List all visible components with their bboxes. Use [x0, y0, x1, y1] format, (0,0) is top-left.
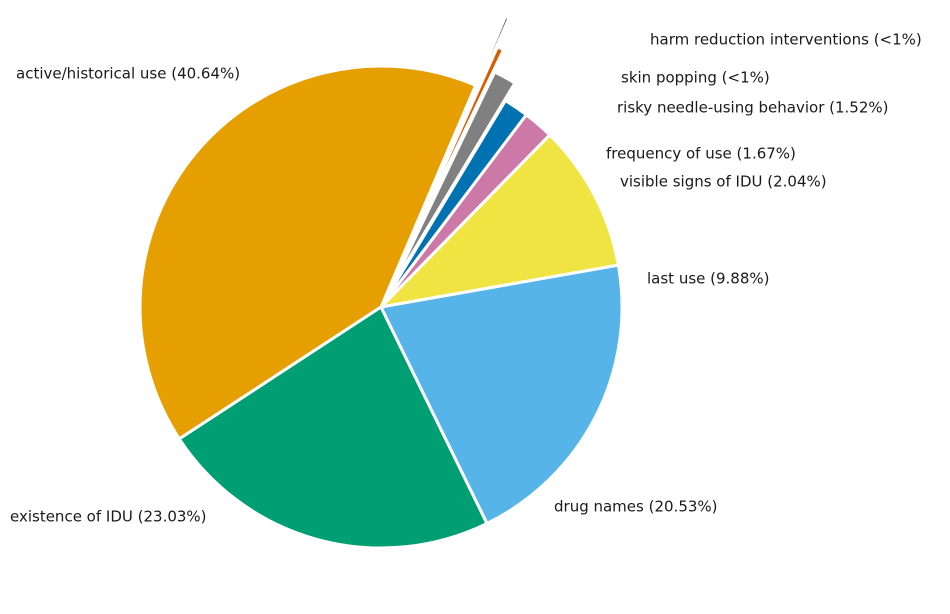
slice-last-use [379, 133, 620, 309]
label-risky-needle-using-behavior: risky needle-using behavior (1.52%) [617, 99, 889, 117]
label-last-use: last use (9.88%) [647, 270, 770, 288]
label-drug-names: drug names (20.53%) [554, 498, 718, 516]
label-active-historical-use: active/historical use (40.64%) [16, 65, 240, 83]
label-skin-popping: skin popping (<1%) [621, 69, 770, 87]
label-existence-of-idu: existence of IDU (23.03%) [10, 508, 207, 526]
label-visible-signs-of-idu: visible signs of IDU (2.04%) [620, 173, 827, 191]
label-harm-reduction-interventions: harm reduction interventions (<1%) [650, 31, 922, 49]
slice-active-historical-use [138, 64, 478, 441]
slice-risky-needle-using-behavior [388, 70, 517, 291]
slice-drug-names [379, 263, 624, 525]
pie-slices [138, 15, 624, 550]
pie-labels: last use (9.88%) visible signs of IDU (2.… [10, 31, 922, 526]
label-frequency-of-use: frequency of use (1.67%) [606, 145, 796, 163]
